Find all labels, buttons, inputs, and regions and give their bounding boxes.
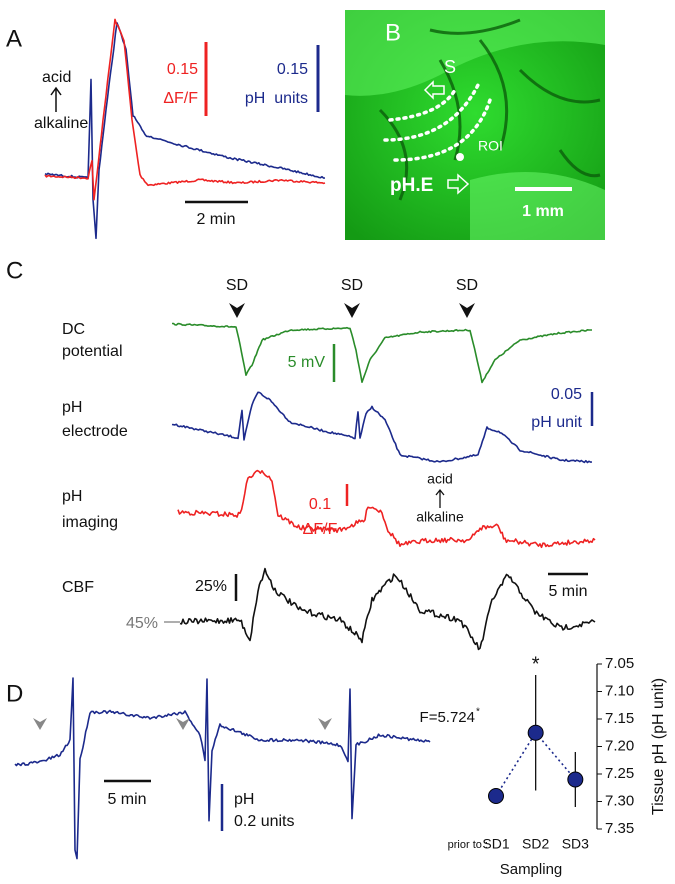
x-axis-label: Sampling — [500, 861, 563, 878]
image-region — [345, 10, 605, 96]
vessels — [378, 18, 601, 201]
sd-label: SD — [456, 277, 478, 294]
acid-label: acid — [427, 471, 453, 487]
point — [527, 724, 544, 741]
electrode-label: pH.E — [390, 175, 433, 196]
annotation: F=5.724 — [420, 709, 475, 726]
sd-arrowhead — [229, 303, 245, 318]
scale-label: 5 mV — [288, 354, 326, 371]
y-axis-label: Tissue pH (pH unit) — [650, 678, 667, 815]
panel-label: A — [6, 25, 22, 52]
site-label: S — [444, 57, 456, 77]
acid-label: acid — [42, 69, 71, 86]
panel-label: B — [385, 19, 401, 46]
y-tick-label: 7.05 — [605, 655, 634, 672]
row-label: pH — [62, 488, 82, 505]
row-label: imaging — [62, 514, 118, 531]
y-tick-label: 7.35 — [605, 820, 634, 837]
annotation-mark: * — [476, 707, 480, 718]
cbf-trace — [179, 567, 596, 651]
scale-value: 0.15 — [167, 61, 198, 78]
arrow — [50, 86, 62, 112]
significance: * — [532, 653, 540, 675]
y-tick-label: 7.30 — [605, 792, 634, 809]
scale-value: 0.2 units — [234, 813, 294, 830]
y-tick-label: 7.25 — [605, 765, 634, 782]
point — [488, 788, 504, 804]
y-tick-label: 7.15 — [605, 710, 634, 727]
connector — [495, 731, 576, 797]
ph-electrode-trace — [171, 391, 593, 464]
dc-trace — [172, 322, 592, 384]
sd-label: SD — [226, 277, 248, 294]
y-tick-label: 7.10 — [605, 682, 634, 699]
dotted-arc — [383, 83, 492, 162]
ph-imaging-trace — [177, 469, 596, 549]
ph-imaging-trace — [44, 18, 326, 201]
x-prefix: prior to : — [448, 839, 488, 851]
scale-value: 0.15 — [277, 61, 308, 78]
x-tick-label: SD1 — [482, 836, 509, 852]
roi-label: ROI — [478, 138, 503, 154]
sd-label: SD — [341, 277, 363, 294]
ph-chart: 7.05 7.10 7.15 7.20 7.25 7.30 7.35 Tissue pH (p… — [420, 653, 668, 878]
time-label: 5 min — [548, 583, 587, 600]
scale-label: 25% — [195, 578, 227, 595]
arrow — [423, 80, 445, 100]
row-label: pH — [62, 399, 82, 416]
scale-value: 0.1 — [309, 496, 331, 513]
scale-unit: pH — [234, 791, 254, 808]
y-tick-label: 7.20 — [605, 737, 634, 754]
point — [567, 771, 584, 788]
sd-arrowhead — [459, 303, 475, 318]
ph-trace — [14, 677, 431, 860]
alkaline-label: alkaline — [416, 509, 464, 525]
row-label: electrode — [62, 423, 128, 440]
row-label: potential — [62, 343, 123, 360]
arrow — [435, 488, 445, 508]
scale-unit: pH units — [245, 90, 308, 107]
panel-label: C — [6, 257, 23, 284]
scale-value: 0.05 — [551, 386, 582, 403]
row-label: CBF — [62, 579, 94, 596]
x-tick-label: SD3 — [562, 836, 589, 852]
baseline-label: 45% — [126, 615, 158, 632]
x-tick-label: SD2 — [522, 836, 549, 852]
alkaline-label: alkaline — [34, 115, 88, 132]
panel-label: D — [6, 680, 23, 707]
sd-arrowhead — [344, 303, 360, 318]
arrow — [447, 173, 470, 195]
scale-unit: pH unit — [531, 414, 582, 431]
sd-arrowhead — [318, 718, 332, 730]
row-label: DC — [62, 321, 85, 338]
roi-dot — [456, 153, 464, 161]
scale-label: 1 mm — [522, 203, 564, 220]
sd-arrowhead — [176, 718, 190, 730]
time-label: 2 min — [196, 211, 235, 228]
time-label: 5 min — [107, 791, 146, 808]
sd-arrowhead — [33, 718, 47, 730]
scale-unit: ΔF/F — [303, 521, 338, 538]
scale-unit: ΔF/F — [163, 90, 198, 107]
ph-electrode-trace — [44, 22, 326, 240]
